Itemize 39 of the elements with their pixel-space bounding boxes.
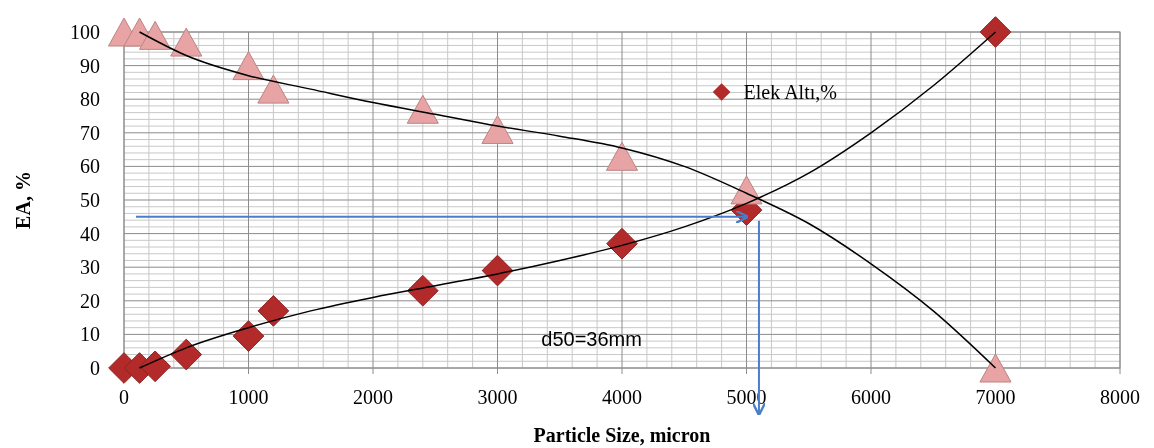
point [257,74,290,104]
point [979,16,1012,48]
legend-label: Elek Altı,% [743,81,837,103]
x-tick-label: 7000 [975,386,1016,408]
x-axis-title: Particle Size, micron [533,424,711,446]
y-tick-label: 0 [90,357,100,379]
x-tick-label: 8000 [1100,386,1140,408]
point [232,51,265,81]
x-tick-label: 2000 [353,386,393,408]
point [605,141,639,171]
y-tick-label: 40 [80,222,100,245]
x-tick-label: 4000 [602,386,642,408]
point [139,20,172,50]
point [481,254,514,287]
x-tick-label: 3000 [477,386,518,408]
point [170,338,203,371]
point [232,320,265,352]
x-tick-label: 6000 [851,386,891,408]
point [979,353,1012,383]
point [139,350,171,383]
annotation: d50=36mm [541,328,642,350]
x-tick-label: 0 [119,386,129,408]
point [406,274,439,307]
point [481,114,514,144]
y-tick-label: 60 [80,155,100,178]
y-tick-label: 20 [80,289,100,312]
point [170,27,203,57]
y-tick-label: 10 [80,323,100,346]
y-axis-title: EA, % [12,171,34,229]
y-tick-label: 70 [80,121,100,144]
y-tick-label: 80 [80,88,100,111]
x-tick-label: 1000 [228,386,269,408]
point [257,295,290,327]
y-tick-label: 30 [80,256,100,279]
point [406,94,439,124]
point [606,227,638,260]
y-tick-label: 90 [80,54,100,77]
y-tick-label: 50 [80,189,100,211]
y-tick-label: 100 [70,21,100,43]
